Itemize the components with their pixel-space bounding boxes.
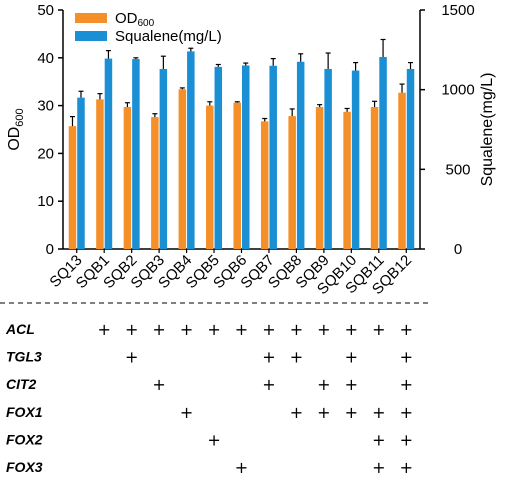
gene-mark: +: [372, 430, 385, 449]
gene-mark: +: [235, 458, 248, 477]
bar-squalene: [406, 68, 415, 249]
gene-mark: +: [400, 403, 413, 422]
gene-mark: +: [290, 320, 303, 339]
bar-squalene: [324, 68, 332, 249]
right-tick-label: 1500: [441, 2, 474, 19]
left-tick-label: 30: [37, 98, 54, 115]
gene-mark: +: [345, 375, 358, 394]
left-tick-label: 50: [37, 2, 54, 19]
bar-squalene: [296, 61, 305, 250]
bar-od600: [151, 117, 159, 250]
gene-mark: +: [400, 320, 413, 339]
left-tick-label: 20: [37, 145, 54, 162]
bar-squalene: [159, 68, 168, 249]
legend-swatch: [75, 31, 107, 41]
bar-squalene: [104, 58, 113, 250]
bar-od600: [206, 105, 214, 249]
gene-mark: +: [400, 458, 413, 477]
right-tick-label: 1000: [441, 82, 474, 99]
gene-mark: +: [262, 348, 275, 367]
gene-mark: +: [207, 430, 220, 449]
gene-mark: +: [372, 320, 385, 339]
gene-table: ACL + + + + + + + + + + + + TGL3 + + + + + CIT2 + + + + + FOX1 + + +…: [0, 302, 428, 477]
bar-od600: [68, 126, 77, 249]
gene-mark: +: [290, 403, 303, 422]
bar-squalene: [379, 57, 387, 250]
bar-squalene: [351, 70, 360, 250]
left-tick-label: 40: [37, 50, 54, 67]
gene-mark: +: [235, 320, 248, 339]
gene-label: ACL: [5, 321, 35, 337]
bar-od600: [178, 89, 187, 250]
gene-mark: +: [400, 348, 413, 367]
bar-od600: [233, 102, 241, 250]
bar-od600: [370, 107, 379, 249]
right-tick-label: 0: [454, 241, 462, 258]
gene-mark: +: [207, 320, 220, 339]
legend-label: Squalene(mg/L): [115, 28, 222, 45]
gene-mark: +: [125, 348, 138, 367]
gene-mark: +: [180, 403, 193, 422]
gene-mark: +: [400, 375, 413, 394]
bar-squalene: [132, 59, 140, 250]
gene-label: CIT2: [6, 376, 37, 392]
legend-label: OD600: [115, 10, 155, 29]
bar-od600: [343, 111, 351, 250]
bar-od600: [288, 116, 296, 249]
gene-mark: +: [262, 320, 275, 339]
gene-mark: +: [180, 320, 193, 339]
legend-swatch: [75, 13, 107, 23]
gene-mark: +: [317, 320, 330, 339]
gene-mark: +: [152, 320, 165, 339]
left-tick-label: 10: [37, 193, 54, 210]
gene-mark: +: [97, 320, 110, 339]
gene-mark: +: [345, 320, 358, 339]
left-axis-title: OD600: [6, 108, 26, 150]
gene-label: FOX1: [6, 404, 43, 420]
bar-squalene: [187, 51, 195, 249]
bar-od600: [260, 121, 269, 249]
bar-od600: [398, 92, 406, 249]
bar-squalene: [242, 65, 250, 249]
gene-mark: +: [372, 458, 385, 477]
gene-label: TGL3: [6, 349, 42, 365]
bar-od600: [315, 107, 324, 249]
bar-od600: [123, 107, 132, 249]
gene-mark: +: [400, 430, 413, 449]
gene-mark: +: [372, 403, 385, 422]
bar-squalene: [214, 66, 223, 249]
gene-mark: +: [345, 403, 358, 422]
bar-squalene: [77, 97, 85, 249]
chart-bars: [68, 38, 415, 250]
gene-mark: +: [317, 403, 330, 422]
gene-mark: +: [345, 348, 358, 367]
gene-mark: +: [152, 375, 165, 394]
gene-mark: +: [262, 375, 275, 394]
bar-squalene: [269, 65, 277, 250]
left-tick-label: 0: [46, 241, 54, 258]
right-axis-title: Squalene(mg/L): [479, 73, 496, 187]
gene-mark: +: [290, 348, 303, 367]
right-tick-label: 500: [445, 161, 470, 178]
gene-mark: +: [317, 375, 330, 394]
gene-label: FOX3: [6, 459, 43, 475]
gene-mark: +: [125, 320, 138, 339]
bar-od600: [96, 99, 104, 249]
gene-label: FOX2: [6, 431, 43, 447]
